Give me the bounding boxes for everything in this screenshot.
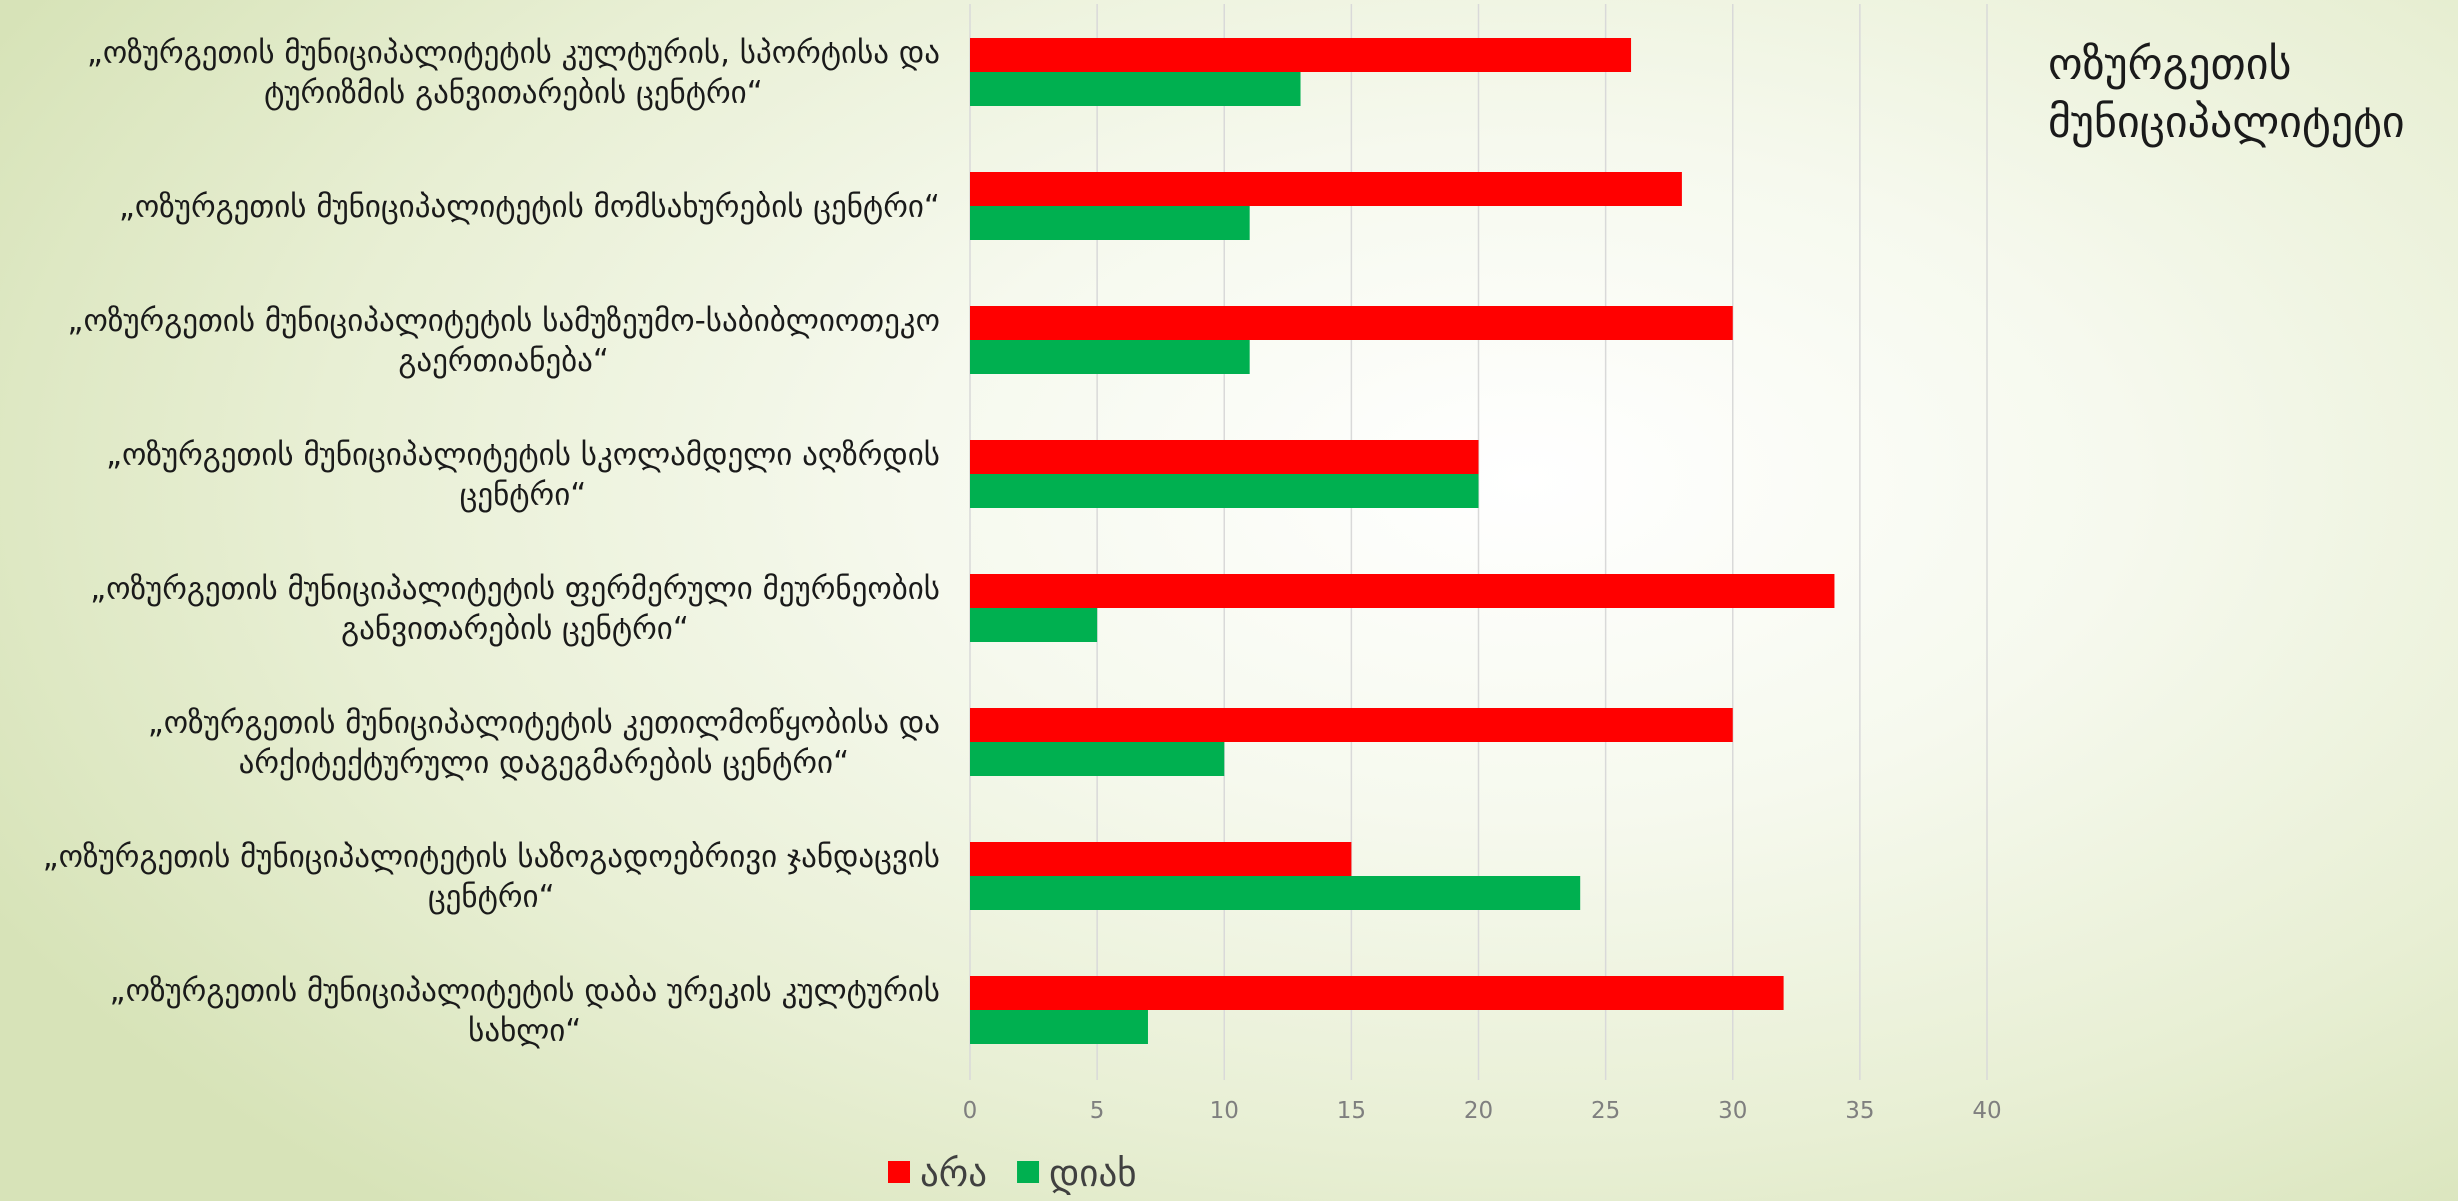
bar-yes: [970, 72, 1301, 106]
bar-yes: [970, 742, 1225, 776]
bar-yes: [970, 206, 1250, 240]
category-label: „ოზურგეთის მუნიციპალიტეტის სკოლამდელი აღ…: [106, 437, 940, 473]
category-label: ცენტრი“: [460, 477, 587, 513]
x-axis-ticks: 0 5 10 15 20 25 30 35 40: [963, 1098, 2002, 1124]
bar-no: [970, 38, 1632, 72]
x-tick-label: 35: [1845, 1098, 1874, 1124]
bar-yes: [970, 1010, 1148, 1044]
category-label: გაერთიანება“: [398, 343, 609, 379]
bar-no: [970, 574, 1835, 608]
bar-no: [970, 440, 1479, 474]
legend: არა დიახ: [888, 1152, 1137, 1195]
bar-yes: [970, 474, 1479, 508]
category-label: სახლი“: [468, 1013, 581, 1049]
bar-no: [970, 842, 1352, 876]
bar-no: [970, 976, 1784, 1010]
category-label: „ოზურგეთის მუნიციპალიტეტის დაბა ურეკის კ…: [110, 973, 940, 1009]
bar-no: [970, 306, 1733, 340]
x-tick-label: 20: [1464, 1098, 1493, 1124]
x-tick-label: 5: [1090, 1098, 1105, 1124]
category-label: ცენტრი“: [428, 879, 555, 915]
gridlines: [969, 4, 1988, 1080]
bar-yes: [970, 876, 1581, 910]
slide-title-line-2: მუნიციპალიტეტი: [2048, 97, 2405, 148]
legend-label-yes: დიახ: [1049, 1152, 1137, 1195]
slide-title: ოზურგეთის მუნიციპალიტეტი: [2048, 36, 2458, 152]
x-tick-label: 25: [1591, 1098, 1620, 1124]
legend-swatch-no: [888, 1161, 910, 1183]
bar-yes: [970, 608, 1098, 642]
category-label: „ოზურგეთის მუნიციპალიტეტის მომსახურების …: [119, 189, 940, 225]
category-label: „ოზურგეთის მუნიციპალიტეტის სამუზეუმო-საბ…: [67, 303, 940, 339]
category-label: არქიტექტურული დაგეგმარების ცენტრი“: [239, 745, 850, 781]
category-label: ტურიზმის განვითარების ცენტრი“: [264, 75, 763, 111]
bar-yes: [970, 340, 1250, 374]
x-tick-label: 40: [1972, 1098, 2001, 1124]
x-tick-label: 10: [1210, 1098, 1239, 1124]
x-tick-label: 0: [963, 1098, 978, 1124]
bar-no: [970, 708, 1733, 742]
category-label: „ოზურგეთის მუნიციპალიტეტის ფერმერული მეუ…: [90, 571, 940, 607]
legend-label-no: არა: [920, 1152, 987, 1195]
bar-no: [970, 172, 1682, 206]
category-label: „ოზურგეთის მუნიციპალიტეტის კულტურის, სპო…: [87, 35, 940, 71]
x-tick-label: 30: [1718, 1098, 1747, 1124]
x-tick-label: 15: [1337, 1098, 1366, 1124]
category-label: „ოზურგეთის მუნიციპალიტეტის საზოგადოებრივ…: [43, 839, 940, 875]
slide-title-line-1: ოზურგეთის: [2048, 39, 2292, 90]
category-labels: „ოზურგეთის მუნიციპალიტეტის კულტურის, სპო…: [43, 35, 940, 1049]
bars: [970, 38, 1835, 1044]
category-label: „ოზურგეთის მუნიციპალიტეტის კეთილმოწყობის…: [148, 705, 940, 741]
category-label: განვითარების ცენტრი“: [341, 611, 689, 647]
legend-swatch-yes: [1017, 1161, 1040, 1183]
